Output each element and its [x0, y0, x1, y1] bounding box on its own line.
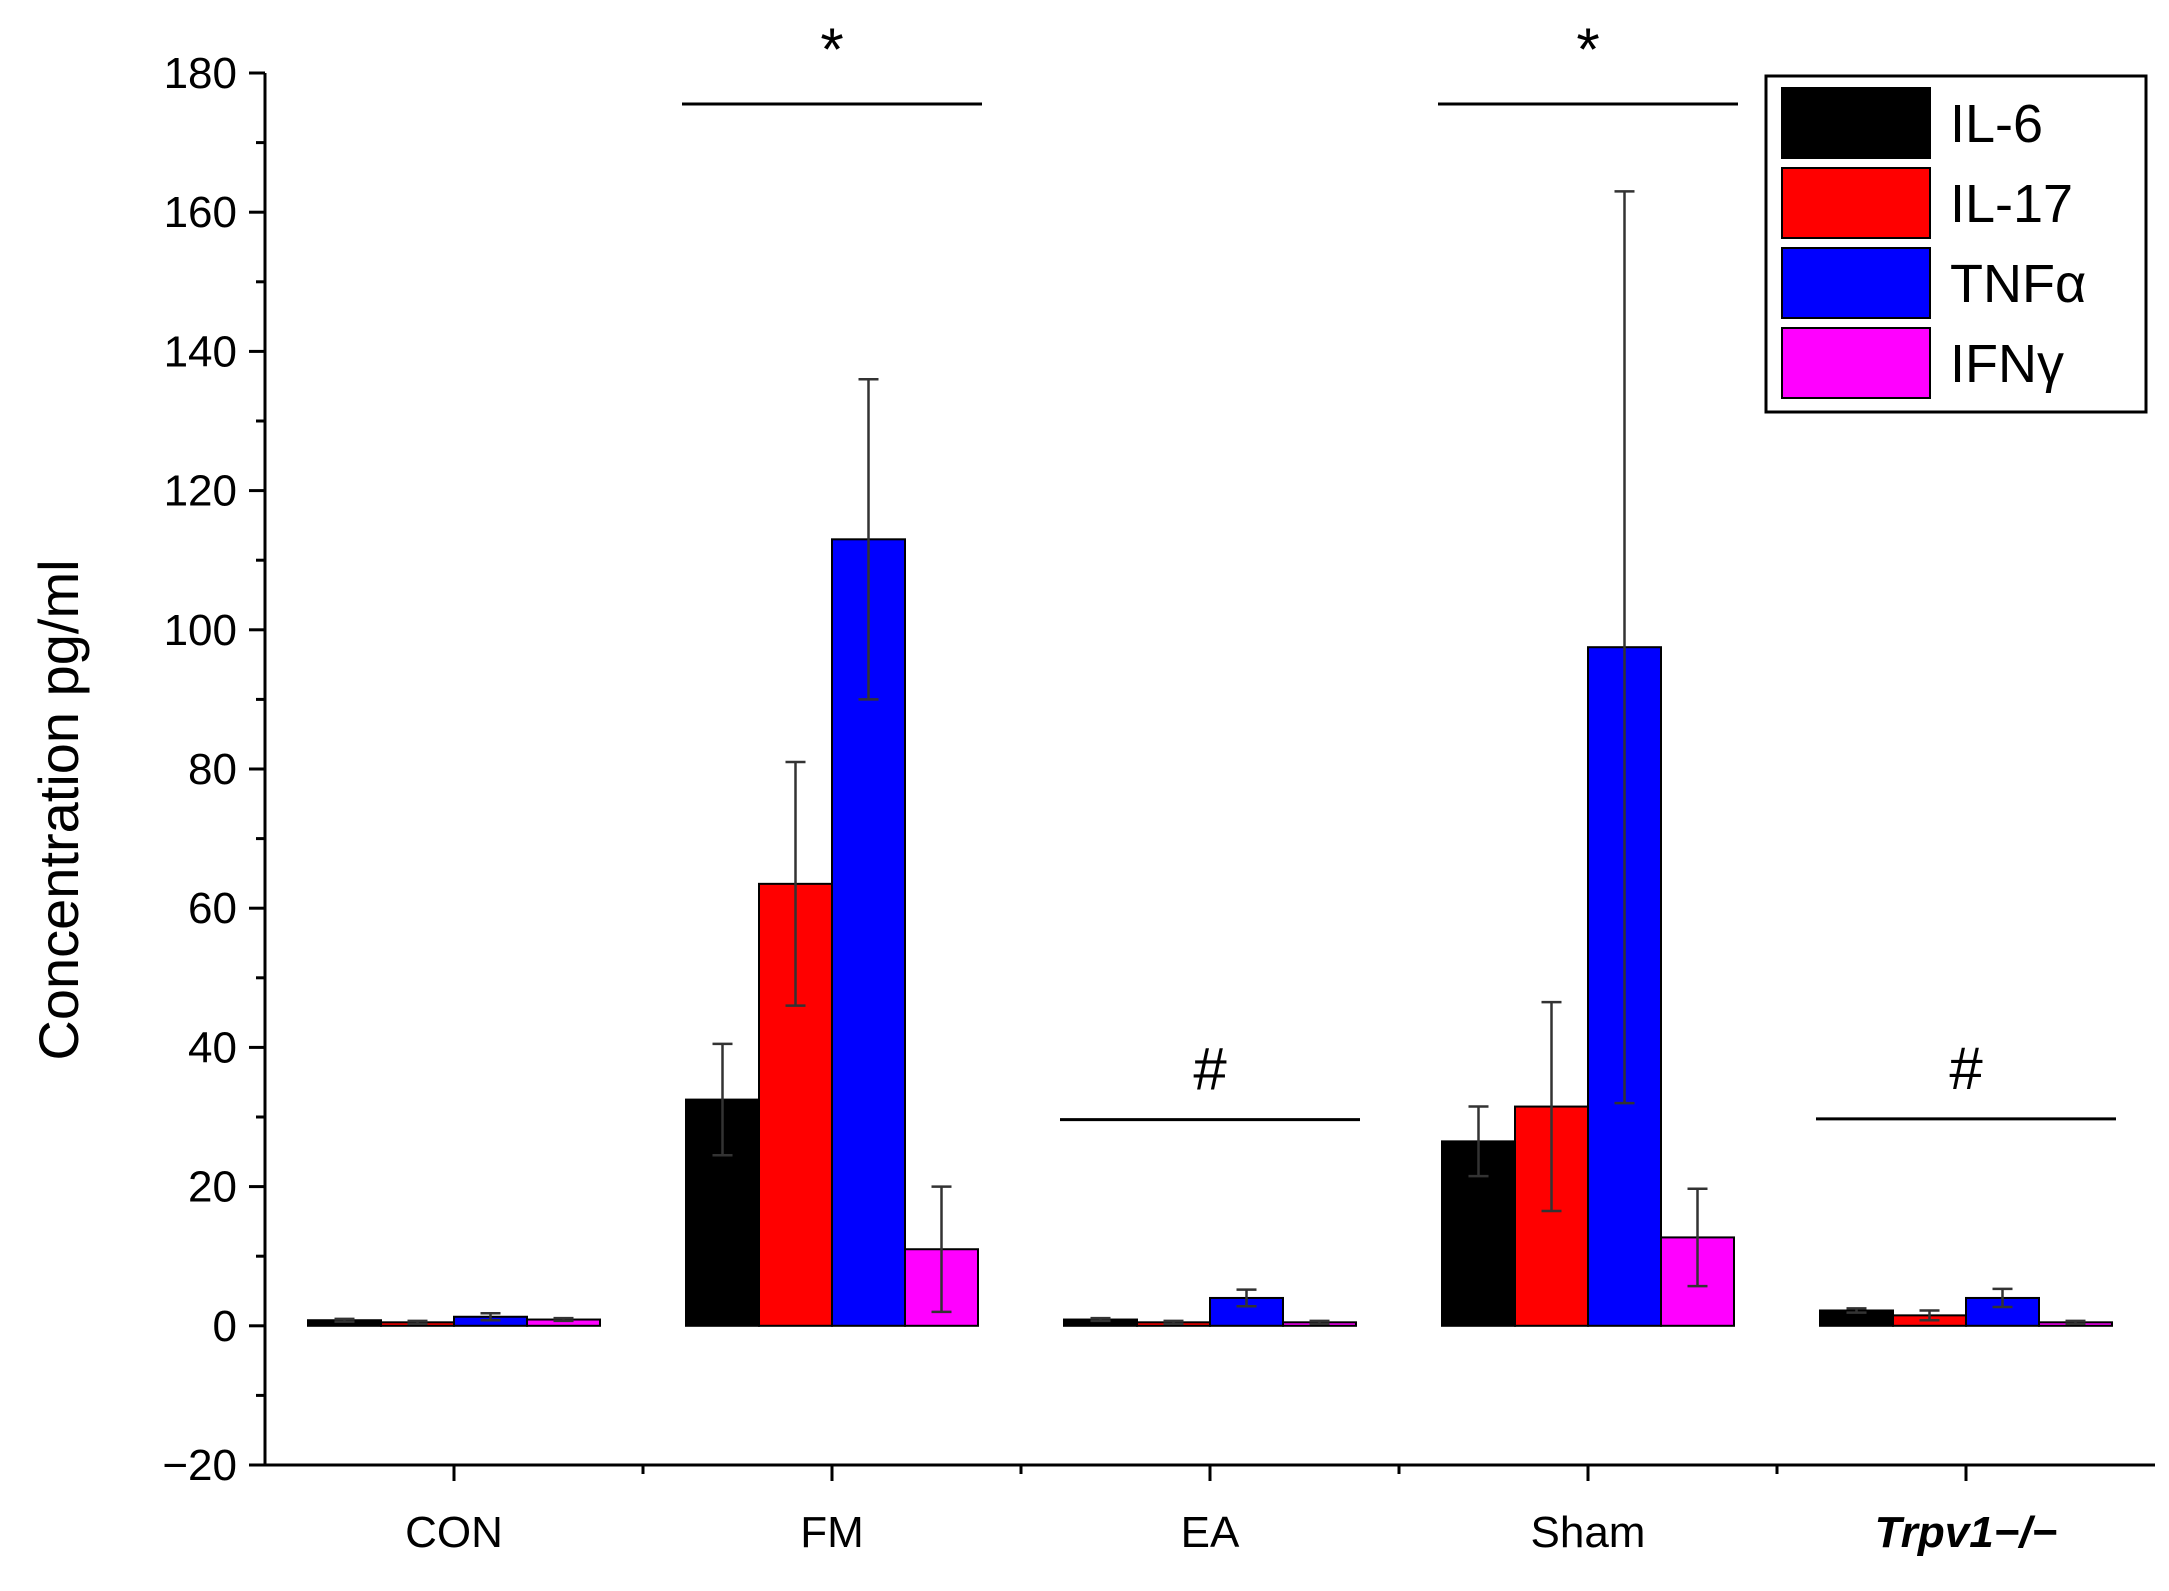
significance-marker: *	[1576, 16, 1599, 83]
y-tick-label: 20	[188, 1163, 237, 1212]
x-tick-label: Sham	[1531, 1508, 1646, 1557]
axes: −20 0 20 40 60 80 100 120 140 160 180 CON FM EA Sham Tr…	[162, 49, 2155, 1557]
y-axis-title: Concentration pg/ml	[27, 559, 90, 1060]
legend: IL-6 IL-17 TNFα IFNγ	[1764, 74, 2148, 414]
x-tick-label: Trpv1−/−	[1875, 1508, 2058, 1557]
y-tick-label: 40	[188, 1023, 237, 1072]
legend-swatch	[1781, 247, 1931, 319]
y-tick-label: −20	[162, 1441, 237, 1490]
bar-1-0	[685, 1098, 760, 1327]
y-tick-label: 120	[164, 467, 237, 516]
legend-label: TNFα	[1950, 254, 2086, 314]
y-tick-label: 160	[164, 188, 237, 237]
y-tick-label: 100	[164, 606, 237, 655]
y-tick-label: 140	[164, 327, 237, 376]
legend-swatch	[1781, 167, 1931, 239]
y-tick-label: 80	[188, 745, 237, 794]
legend-swatch	[1781, 327, 1931, 399]
x-tick-label: CON	[405, 1508, 503, 1557]
significance-marker: *	[820, 16, 843, 83]
significance-marker: #	[1949, 1035, 1983, 1102]
significance-marker: #	[1193, 1036, 1227, 1103]
legend-label: IL-6	[1950, 94, 2043, 154]
y-tick-label: 180	[164, 49, 237, 98]
y-tick-label: 60	[188, 884, 237, 933]
significance-annotations: * # * #	[682, 16, 2116, 1122]
x-tick-label: EA	[1181, 1508, 1240, 1557]
legend-label: IL-17	[1950, 174, 2073, 234]
legend-swatch	[1781, 87, 1931, 159]
x-tick-label: FM	[800, 1508, 864, 1557]
y-tick-label: 0	[213, 1302, 237, 1351]
bars	[307, 190, 2113, 1327]
legend-label: IFNγ	[1950, 334, 2064, 394]
